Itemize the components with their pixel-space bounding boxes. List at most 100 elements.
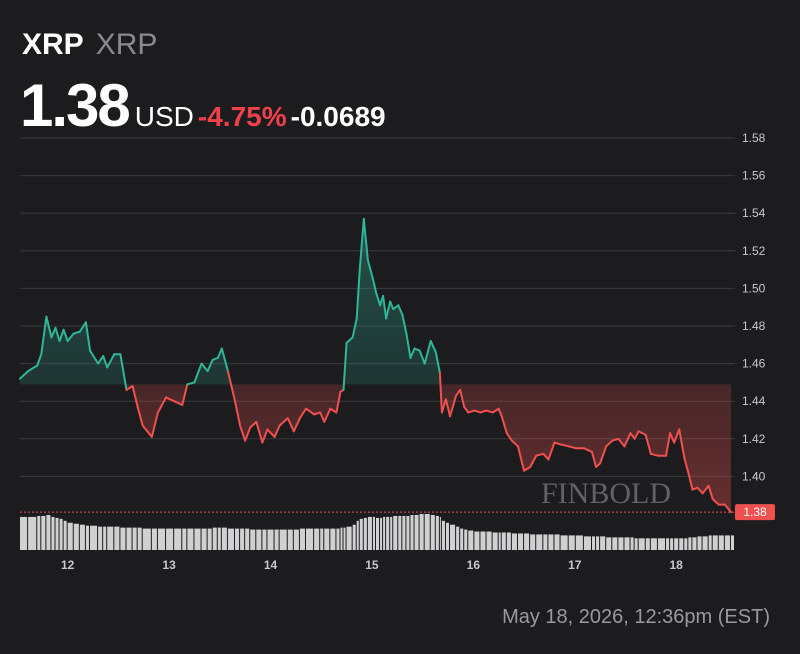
price-segment — [644, 434, 652, 455]
y-tick-label: 1.54 — [742, 206, 766, 220]
volume-bar — [543, 534, 548, 550]
volume-bar — [20, 516, 28, 550]
volume-bar — [59, 518, 63, 550]
price-segment — [473, 409, 482, 414]
price-segment — [649, 452, 659, 457]
volume-bar — [51, 516, 55, 550]
price-segment — [131, 385, 139, 408]
volume-bar — [480, 531, 486, 550]
price-segment — [278, 417, 289, 427]
volume-bar — [314, 528, 320, 550]
volume-bar — [666, 538, 670, 550]
price-segment — [707, 484, 714, 500]
price-segment — [459, 388, 466, 408]
volume-bar — [390, 516, 393, 550]
price-segment — [497, 407, 503, 418]
y-tick-label: 1.44 — [742, 394, 766, 408]
volume-bar — [430, 514, 435, 550]
volume-bar — [293, 529, 299, 550]
price-segment — [261, 428, 269, 444]
volume-bar — [356, 520, 359, 550]
price-segment — [429, 340, 437, 354]
volume-bar — [187, 528, 194, 550]
price-segment — [510, 439, 519, 448]
price-segment — [559, 443, 570, 448]
volume-bar — [46, 514, 51, 550]
volume-bar — [393, 515, 398, 550]
price-segment — [186, 381, 196, 386]
volume-bar — [638, 538, 645, 550]
price-segment — [485, 409, 494, 414]
price-segment — [678, 428, 686, 459]
x-tick-label: 18 — [669, 558, 683, 572]
currency: USD — [135, 101, 194, 132]
volume-bar — [435, 515, 439, 550]
price-segment — [239, 424, 247, 442]
price-segment — [382, 294, 388, 320]
y-tick-label: 1.58 — [742, 131, 766, 145]
volume-bar — [227, 528, 235, 550]
volume-bar — [506, 532, 511, 550]
volume-bar — [445, 522, 450, 550]
volume-bar — [592, 536, 596, 550]
x-tick-label: 16 — [467, 558, 481, 572]
volume-bar — [730, 535, 734, 550]
price-segment — [97, 355, 105, 365]
watermark: FINBOLD — [541, 477, 671, 510]
price-segment — [355, 268, 361, 320]
volume-bar — [55, 517, 59, 550]
price-segment — [409, 347, 416, 359]
volume-bar — [142, 528, 151, 550]
price-segment — [345, 336, 354, 344]
price-segment — [444, 398, 452, 418]
price-segment — [292, 417, 301, 433]
price-segment — [479, 409, 488, 414]
price-segment — [405, 332, 412, 359]
volume-bar — [383, 516, 386, 550]
price-segment — [181, 383, 189, 406]
volume-bar — [207, 528, 212, 550]
price-segment — [547, 441, 556, 461]
volume-bar — [441, 520, 445, 550]
volume-bar — [240, 528, 245, 550]
price-segment — [286, 417, 295, 433]
price-segment — [665, 432, 672, 457]
price-segment — [298, 407, 307, 420]
area-down — [20, 384, 731, 513]
price-segment — [637, 430, 647, 437]
volume-bar — [624, 537, 630, 550]
price-segment — [125, 385, 134, 391]
price-segment — [88, 349, 100, 365]
y-tick-label: 1.42 — [742, 432, 766, 446]
volume-bar — [363, 517, 367, 550]
price-segment — [500, 415, 508, 435]
volume-bar — [217, 527, 221, 550]
volume-bar — [712, 535, 718, 550]
price-segment — [463, 405, 470, 414]
price-segment — [136, 405, 144, 427]
price-segment — [567, 445, 577, 450]
volume-bar — [151, 528, 157, 550]
price-segment — [313, 411, 322, 416]
volume-bar — [657, 538, 666, 550]
volume-bar — [618, 537, 624, 550]
volume-bar — [606, 537, 612, 550]
volume-bar — [166, 528, 174, 550]
volume-bar — [554, 534, 560, 550]
volume-bar — [343, 527, 346, 550]
price-segment — [696, 486, 704, 495]
price-segment — [36, 353, 43, 367]
price-segment — [605, 439, 614, 448]
price-segment — [305, 407, 316, 416]
price-segment — [54, 326, 61, 343]
volume-bar — [336, 528, 340, 550]
volume-bar — [256, 529, 262, 550]
price-segment — [516, 445, 526, 472]
volume-bar — [37, 515, 41, 550]
volume-bar — [517, 533, 524, 550]
price-segment — [371, 278, 377, 294]
volume-bar — [492, 532, 498, 550]
price-segment — [249, 420, 258, 429]
price-segment — [582, 447, 593, 453]
volume-bar — [460, 528, 464, 550]
